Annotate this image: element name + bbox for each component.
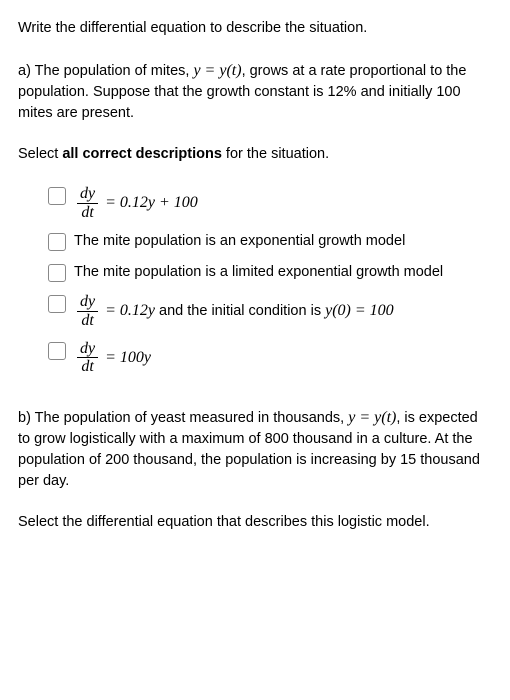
option-4-text: dy dt = 0.12y and the initial condition … xyxy=(74,293,394,329)
part-a-lead-a: a) The population of mites, xyxy=(18,63,193,79)
fraction-dy-dt-4: dy dt xyxy=(77,293,98,329)
option-5[interactable]: dy dt = 100y xyxy=(48,340,492,376)
option-1-text: dy dt = 0.12y + 100 xyxy=(74,185,198,221)
option-4[interactable]: dy dt = 0.12y and the initial condition … xyxy=(48,293,492,329)
option-3-text: The mite population is a limited exponen… xyxy=(74,262,443,283)
frac-num-5: dy xyxy=(77,340,98,359)
part-b-text: b) The population of yeast measured in t… xyxy=(18,406,492,492)
checkbox-1[interactable] xyxy=(48,187,66,205)
part-a-math: y = y(t) xyxy=(193,62,241,79)
frac-num-4: dy xyxy=(77,293,98,312)
fraction-dy-dt-5: dy dt xyxy=(77,340,98,376)
checkbox-4[interactable] xyxy=(48,295,66,313)
option-5-rhs: = 100y xyxy=(101,348,151,365)
part-b-math: y = y(t) xyxy=(348,409,396,426)
fraction-dy-dt: dy dt xyxy=(77,185,98,221)
option-4-txt: and the initial condition is xyxy=(155,303,325,319)
frac-den-4: dt xyxy=(77,312,98,330)
checkbox-3[interactable] xyxy=(48,264,66,282)
part-b-lead-a: b) The population of yeast measured in t… xyxy=(18,410,348,426)
prompt-text: Write the differential equation to descr… xyxy=(18,18,492,39)
instr-a-suffix: for the situation. xyxy=(222,146,329,162)
option-4-rhs-a: = 0.12y xyxy=(101,302,155,319)
option-3[interactable]: The mite population is a limited exponen… xyxy=(48,262,492,283)
frac-den: dt xyxy=(77,204,98,222)
frac-den-5: dt xyxy=(77,358,98,376)
option-1[interactable]: dy dt = 0.12y + 100 xyxy=(48,185,492,221)
option-1-rhs: = 0.12y + 100 xyxy=(101,194,198,211)
checkbox-2[interactable] xyxy=(48,233,66,251)
option-4-rhs-b: y(0) = 100 xyxy=(325,302,394,319)
instruction-b: Select the differential equation that de… xyxy=(18,512,492,533)
instr-a-prefix: Select xyxy=(18,146,62,162)
option-2-text: The mite population is an exponential gr… xyxy=(74,231,405,252)
frac-num: dy xyxy=(77,185,98,204)
option-2[interactable]: The mite population is an exponential gr… xyxy=(48,231,492,252)
option-5-text: dy dt = 100y xyxy=(74,340,151,376)
instr-a-bold: all correct descriptions xyxy=(62,146,222,162)
options-list: dy dt = 0.12y + 100 The mite population … xyxy=(48,185,492,376)
part-a-text: a) The population of mites, y = y(t), gr… xyxy=(18,59,492,124)
instruction-a: Select all correct descriptions for the … xyxy=(18,144,492,165)
checkbox-5[interactable] xyxy=(48,342,66,360)
